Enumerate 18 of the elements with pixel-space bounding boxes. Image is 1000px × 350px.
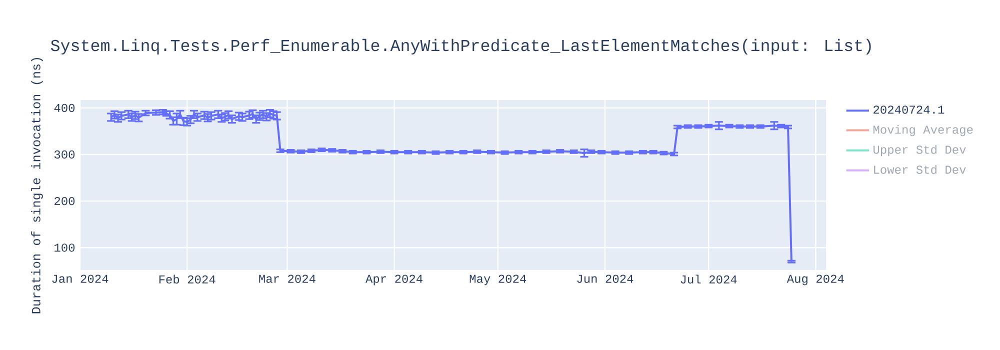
x-tick-label: Aug 2024 [786,274,844,286]
x-tick-label: Feb 2024 [159,274,216,284]
x-tick-label: Jul 2024 [680,274,737,284]
legend-label: Upper Std Dev [874,144,966,156]
chart-title: System.Linq.Tests.Perf_Enumerable.AnyWithPredicate_LastElementMatches(input: List) [50,38,871,54]
legend-label: Lower Std Dev [874,165,966,174]
x-tick-label: Apr 2024 [365,274,422,286]
y-axis-title: Duration of single invocation (ns) [31,58,43,314]
y-tick-label: 100 [54,244,75,252]
x-tick-label: Mar 2024 [259,274,316,283]
x-tick-label: Jan 2024 [52,274,108,283]
y-tick-label: 400 [54,104,75,112]
legend-label: Moving Average [873,124,973,136]
x-tick-label: May 2024 [470,274,526,286]
y-tick-label: 300 [54,150,75,159]
y-tick-label: 200 [54,196,75,206]
legend-label: 20240724.1 [874,106,944,114]
x-tick-label: Jun 2024 [577,274,634,283]
